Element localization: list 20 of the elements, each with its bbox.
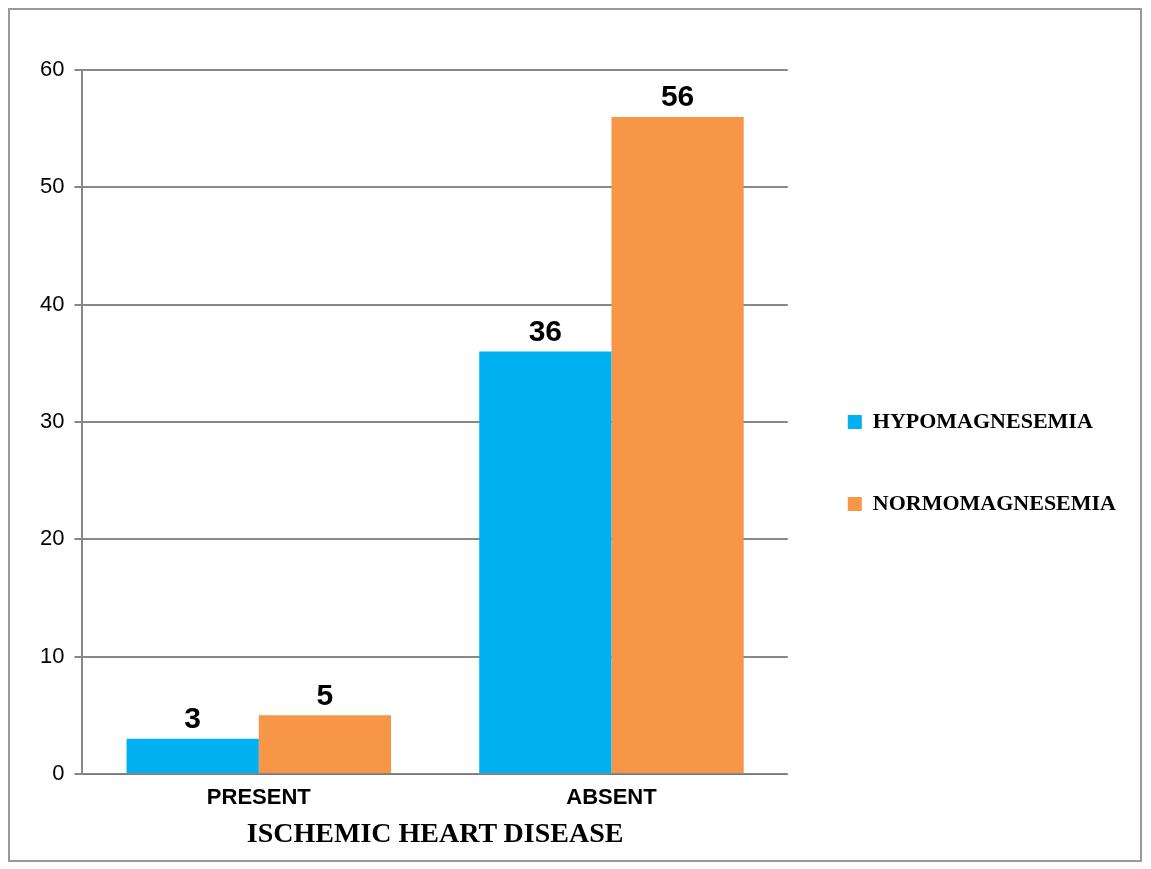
data-label: 36 — [528, 313, 563, 347]
y-tick-label: 20 — [39, 525, 65, 551]
data-label: 56 — [660, 79, 695, 113]
data-label: 5 — [316, 677, 334, 711]
x-tick-label: ABSENT — [566, 784, 658, 810]
legend-label: HYPOMAGNESEMIA — [872, 407, 1093, 433]
data-label: 3 — [184, 701, 202, 735]
y-tick-label: 40 — [39, 290, 65, 316]
bar — [258, 715, 392, 773]
y-tick-label: 10 — [39, 642, 65, 668]
y-tick-label: 30 — [39, 408, 65, 434]
y-tick-label: 60 — [39, 56, 65, 82]
x-axis-title: ISCHEMIC HEART DISEASE — [246, 817, 624, 849]
y-tick-label: 0 — [52, 760, 65, 786]
x-tick-label: PRESENT — [206, 784, 312, 810]
y-tick-label: 50 — [39, 173, 65, 199]
bar — [479, 351, 612, 773]
bar — [126, 738, 259, 773]
bar — [611, 116, 744, 773]
legend-label: NORMOMAGNESEMIA — [872, 489, 1117, 515]
